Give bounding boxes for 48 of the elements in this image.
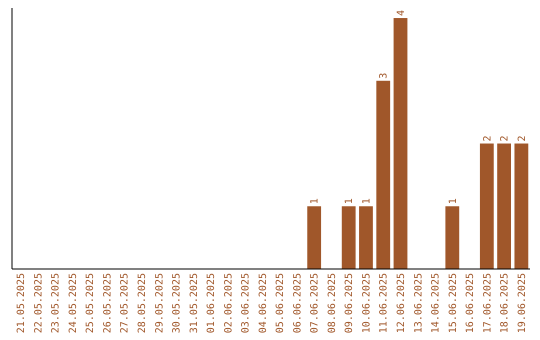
x-tick-label: 06.06.2025 [292, 273, 304, 334]
data-label: 2 [500, 135, 511, 142]
bar [307, 206, 322, 269]
x-tick-label: 31.05.2025 [188, 273, 200, 334]
x-tick-label: 19.06.2025 [516, 273, 528, 334]
bar [480, 144, 494, 269]
x-tick-label: 12.06.2025 [396, 273, 407, 334]
x-tick-label: 18.06.2025 [500, 273, 511, 334]
x-tick-label: 05.06.2025 [275, 273, 286, 334]
x-tick-label: 30.05.2025 [172, 273, 183, 334]
bar [376, 80, 390, 269]
x-tick-label: 27.05.2025 [120, 273, 131, 334]
x-tick-label: 16.06.2025 [465, 273, 476, 334]
data-label: 1 [310, 198, 321, 204]
data-label: 2 [482, 135, 494, 142]
bar [445, 206, 460, 269]
bar [497, 144, 512, 269]
x-tick-label: 13.06.2025 [413, 273, 424, 334]
x-tick-label: 14.06.2025 [430, 273, 442, 334]
x-tick-label: 11.06.2025 [378, 273, 390, 334]
x-tick-label: 29.05.2025 [154, 273, 166, 334]
x-tick-label: 26.05.2025 [102, 273, 114, 334]
x-tick-label: 21.05.2025 [16, 273, 28, 334]
x-tick-label: 23.05.2025 [50, 273, 62, 334]
x-tick-label: 07.06.2025 [310, 273, 321, 334]
bar [394, 18, 408, 269]
data-label: 1 [344, 198, 356, 204]
data-label: 1 [361, 198, 372, 204]
data-label: 3 [378, 72, 390, 79]
x-tick-label: 02.06.2025 [223, 273, 234, 334]
bar [359, 206, 373, 269]
x-tick-label: 10.06.2025 [361, 273, 372, 334]
x-tick-label: 03.06.2025 [240, 273, 252, 334]
bar [342, 206, 356, 269]
data-label: 4 [396, 10, 407, 16]
x-tick-label: 04.06.2025 [258, 273, 269, 334]
x-tick-label: 08.06.2025 [326, 273, 338, 334]
x-tick-label: 17.06.2025 [482, 273, 494, 334]
x-tick-label: 25.05.2025 [85, 273, 96, 334]
x-tick-label: 09.06.2025 [344, 273, 356, 334]
x-tick-label: 15.06.2025 [448, 273, 459, 334]
data-label: 2 [516, 135, 528, 142]
x-tick-label: 28.05.2025 [137, 273, 148, 334]
x-tick-label: 24.05.2025 [68, 273, 79, 334]
x-tick-label: 22.05.2025 [33, 273, 44, 334]
x-tick-label: 01.06.2025 [206, 273, 218, 334]
data-label: 1 [448, 198, 459, 204]
bar [514, 144, 528, 269]
